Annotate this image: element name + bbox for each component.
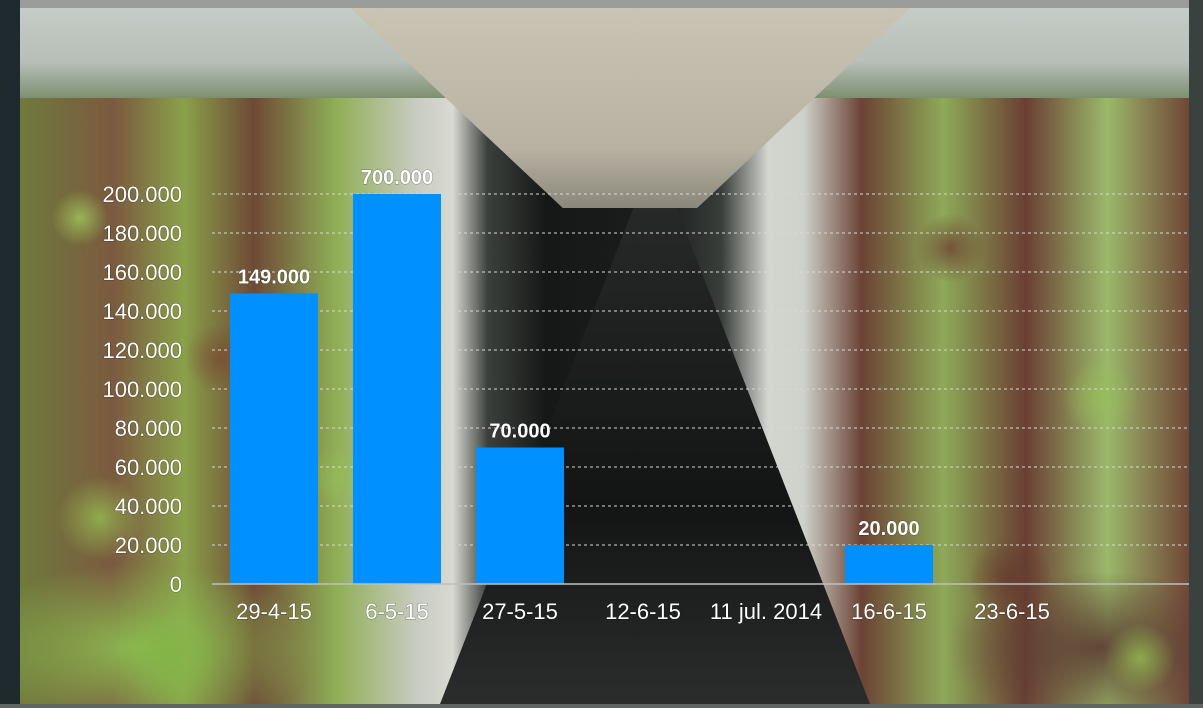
y-tick-label: 200.000 (102, 182, 182, 207)
frame-left (0, 0, 20, 708)
x-axis: 29-4-15 6-5-15 27-5-15 12-6-15 11 jul. 2014 1… (212, 583, 1189, 625)
bar (476, 447, 564, 584)
data-label: 149.000 (238, 266, 310, 288)
x-tick-label: 6-5-15 (365, 599, 429, 624)
x-tick-label: 23-6-15 (974, 599, 1050, 624)
y-axis: 0 20.000 40.000 60.000 80.000 100.000 120.000 1… (102, 182, 183, 598)
frame-bottom (0, 704, 1203, 708)
y-tick-label: 140.000 (102, 299, 182, 324)
x-tick-label: 11 jul. 2014 (710, 599, 822, 624)
y-tick-label: 0 (170, 572, 182, 597)
x-tick-label: 27-5-15 (482, 599, 558, 624)
x-tick-label: 29-4-15 (236, 599, 312, 624)
frame-top (0, 0, 1203, 8)
y-tick-label: 20.000 (115, 533, 182, 558)
bar (845, 545, 933, 584)
frame-right (1189, 0, 1203, 708)
y-tick-label: 120.000 (102, 338, 182, 363)
y-tick-label: 40.000 (115, 494, 182, 519)
y-tick-label: 180.000 (102, 221, 182, 246)
lettuce-right (850, 98, 1189, 704)
bar (353, 194, 441, 584)
data-labels: 149.000 700.000 70.000 20.000 (237, 167, 920, 541)
hydroponic-lettuce-photo (20, 8, 1189, 704)
y-tick-label: 100.000 (102, 377, 182, 402)
y-tick-label: 80.000 (115, 416, 182, 441)
data-label: 700.000 (361, 167, 433, 189)
data-label: 70.000 (489, 421, 550, 443)
bar (230, 293, 318, 584)
y-tick-label: 160.000 (102, 260, 182, 285)
x-tick-label: 12-6-15 (605, 599, 681, 624)
y-tick-label: 60.000 (115, 455, 182, 480)
data-label: 20.000 (858, 518, 919, 540)
bars (230, 194, 933, 584)
x-tick-label: 16-6-15 (851, 599, 927, 624)
